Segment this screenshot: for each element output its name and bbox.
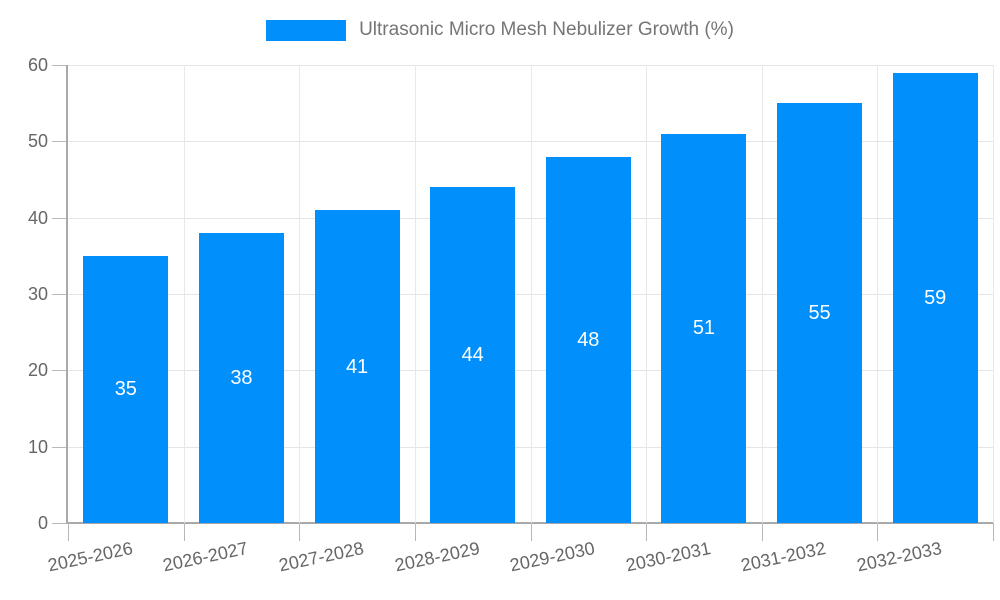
bar-value-label: 38 <box>230 366 253 389</box>
x-axis-tick <box>68 523 69 541</box>
gridline-vertical <box>761 65 763 523</box>
x-tick-label: 2032-2033 <box>855 537 944 576</box>
bar[interactable] <box>892 72 978 523</box>
y-tick-label: 30 <box>27 284 48 304</box>
gridline-vertical <box>993 65 994 523</box>
x-axis-tick <box>414 523 416 541</box>
x-tick-label: 2025-2026 <box>45 537 135 576</box>
x-tick-label: 2031-2032 <box>739 537 828 576</box>
y-axis-tick <box>52 523 66 524</box>
gridline-vertical <box>530 65 532 523</box>
gridline-vertical <box>299 65 301 523</box>
y-axis-line <box>66 65 68 523</box>
x-axis-tick <box>761 523 763 541</box>
x-axis-tick <box>183 523 185 541</box>
x-tick-label: 2028-2029 <box>392 537 482 576</box>
x-axis-tick <box>993 523 994 541</box>
y-tick-label: 40 <box>27 207 48 228</box>
bar[interactable] <box>83 255 169 523</box>
legend-label: Ultrasonic Micro Mesh Nebulizer Growth (… <box>359 19 734 40</box>
y-tick-label: 60 <box>27 55 48 75</box>
y-axis-tick <box>52 370 66 372</box>
bar[interactable] <box>545 156 631 523</box>
gridline-vertical <box>877 65 879 523</box>
x-axis-line <box>66 522 993 524</box>
gridline-vertical <box>414 65 416 523</box>
bar[interactable] <box>777 103 863 523</box>
y-axis-tick <box>52 446 66 448</box>
bar-value-label: 44 <box>461 344 484 367</box>
x-tick-label: 2027-2028 <box>277 537 366 576</box>
x-axis-tick <box>299 523 301 541</box>
bar-value-label: 51 <box>692 317 716 340</box>
gridline-vertical <box>183 65 185 523</box>
y-tick-label: 0 <box>37 513 48 533</box>
bar-value-label: 59 <box>924 286 947 309</box>
y-axis-tick <box>52 141 66 143</box>
bar-value-label: 35 <box>114 378 137 401</box>
y-axis-tick <box>52 65 66 66</box>
x-axis-tick <box>530 523 532 541</box>
bar[interactable] <box>430 187 516 523</box>
bar-value-label: 55 <box>808 302 831 325</box>
bar[interactable] <box>661 133 747 523</box>
y-axis-tick <box>52 217 66 219</box>
y-tick-label: 10 <box>27 436 48 457</box>
x-tick-label: 2026-2027 <box>161 537 250 576</box>
x-tick-label: 2029-2030 <box>508 537 597 576</box>
bar[interactable] <box>198 232 284 523</box>
y-axis-tick <box>52 294 66 295</box>
x-axis-tick <box>646 523 648 541</box>
chart-legend-item[interactable]: Ultrasonic Micro Mesh Nebulizer Growth (… <box>0 19 1000 41</box>
y-tick-label: 50 <box>27 131 48 152</box>
bar[interactable] <box>314 210 400 523</box>
x-tick-label: 2030-2031 <box>623 537 713 576</box>
bar-value-label: 48 <box>577 328 600 351</box>
x-axis-tick <box>877 523 879 541</box>
bar-value-label: 41 <box>345 355 369 378</box>
gridline-vertical <box>646 65 648 523</box>
legend-swatch-icon <box>266 19 347 41</box>
y-tick-label: 20 <box>27 360 48 381</box>
